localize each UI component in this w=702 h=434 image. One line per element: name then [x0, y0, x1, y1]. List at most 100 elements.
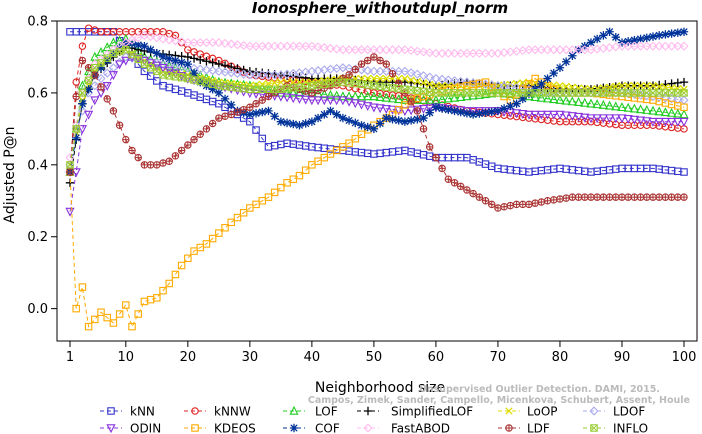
data-point-cof [177, 58, 186, 67]
data-point-cof [289, 119, 298, 129]
data-point-kdeos [91, 315, 99, 324]
data-point-knn [153, 77, 161, 85]
data-point-ldf [543, 197, 552, 205]
data-point-odin [282, 93, 292, 103]
data-point-ldf [667, 193, 676, 201]
data-point-odin [418, 104, 429, 114]
data-point-ldf [171, 152, 180, 160]
data-point-ldof [394, 66, 404, 76]
data-point-fastabod [158, 34, 168, 44]
data-point-lof [332, 90, 342, 100]
data-point-ldf [432, 153, 440, 162]
data-point-lof [679, 109, 689, 119]
data-point-odin [319, 96, 329, 106]
data-point-ldf [630, 193, 639, 201]
data-point-kdeos [239, 209, 248, 217]
y-tick-label: 0.4 [27, 158, 48, 173]
data-point-ldf [444, 175, 453, 183]
data-point-odin [617, 114, 627, 124]
data-point-kdeos [295, 171, 304, 180]
y-tick-label: 0.8 [27, 15, 48, 30]
data-point-fastabod [270, 41, 280, 51]
legend-marker-kdeos [191, 424, 199, 432]
data-point-fastabod [437, 48, 447, 58]
data-point-ldf [264, 92, 273, 101]
data-point-ldof [400, 66, 410, 76]
legend-label: LoOP [527, 405, 558, 419]
data-point-odin [580, 113, 590, 123]
data-point-inflo [78, 89, 87, 97]
data-point-ldof [220, 67, 230, 77]
data-point-ldof [369, 66, 379, 76]
data-point-fastabod [344, 45, 354, 55]
data-point-fastabod [201, 37, 212, 48]
data-point-fastabod [400, 45, 410, 55]
data-point-fastabod [462, 48, 472, 58]
data-point-ldof [456, 76, 466, 86]
data-point-fastabod [443, 48, 453, 58]
data-point-odin [121, 56, 131, 66]
data-point-fastabod [418, 47, 429, 57]
data-point-lof [319, 89, 329, 99]
data-point-simplifiedlof [189, 54, 199, 63]
data-point-odin [468, 107, 478, 117]
chart-title: Ionosphere_withoutdupl_norm [252, 0, 508, 17]
data-point-cof [344, 116, 354, 125]
data-point-inflo [630, 89, 639, 97]
data-point-ldf [531, 199, 539, 207]
data-point-inflo [91, 63, 99, 72]
data-point-cof [592, 34, 602, 44]
data-point-odin [152, 61, 162, 71]
data-point-odin [611, 114, 621, 124]
data-point-ldf [134, 153, 142, 162]
data-point-ldf [512, 200, 521, 209]
data-point-fastabod [214, 37, 224, 48]
data-point-kdeos [351, 135, 360, 143]
data-point-ldf [487, 200, 496, 209]
data-point-odin [350, 99, 360, 109]
data-point-knnw [78, 42, 87, 50]
data-point-odin [332, 96, 342, 106]
data-point-fastabod [115, 41, 125, 51]
legend-marker-loop [505, 407, 513, 415]
data-point-lof [288, 87, 298, 97]
y-axis-label: Adjusted P@n [2, 126, 18, 223]
data-point-fastabod [536, 45, 546, 55]
x-tick-label: 90 [614, 350, 631, 365]
data-point-lof [611, 101, 621, 111]
data-point-cof [258, 107, 267, 117]
data-point-fastabod [251, 41, 261, 51]
data-point-simplifiedlof [667, 79, 676, 88]
data-point-cof [84, 85, 93, 94]
data-point-kdeos [481, 78, 490, 86]
data-point-kdeos [122, 301, 130, 309]
legend-label: FastABOD [391, 422, 450, 434]
data-point-fastabod [319, 43, 329, 53]
data-point-odin [536, 110, 546, 120]
data-point-ldf [618, 193, 626, 201]
data-point-cof [208, 85, 217, 94]
data-point-loop [531, 79, 539, 87]
data-point-kdeos [227, 218, 236, 227]
data-point-cof [189, 68, 199, 78]
data-point-odin [673, 117, 683, 127]
data-point-loop [525, 78, 533, 86]
legend-label: LDOF [613, 405, 645, 419]
data-point-cof [623, 37, 633, 46]
data-point-cof [679, 27, 689, 36]
data-point-fastabod [170, 36, 181, 46]
data-point-cof [506, 101, 515, 111]
data-point-kdeos [97, 308, 105, 316]
data-point-cof [630, 35, 639, 45]
data-point-ldf [494, 204, 502, 212]
data-point-kdeos [301, 166, 310, 174]
data-point-ldf [599, 193, 608, 201]
data-point-cof [394, 116, 403, 125]
series-inflo [66, 46, 688, 169]
data-point-fastabod [456, 48, 466, 58]
data-point-fastabod [375, 45, 385, 55]
data-point-ldof [381, 66, 391, 76]
data-point-cof [165, 54, 174, 63]
data-point-simplifiedlof [196, 55, 205, 65]
data-point-ldf [227, 110, 236, 119]
